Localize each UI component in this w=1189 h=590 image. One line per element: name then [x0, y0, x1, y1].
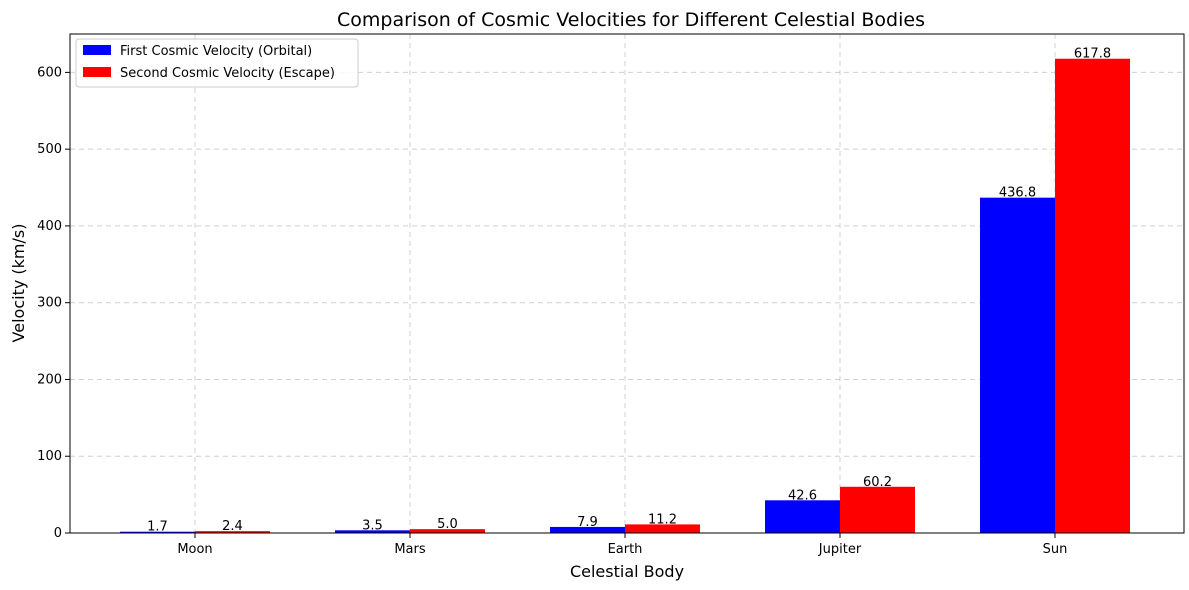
x-tick-label-sun: Sun: [1043, 542, 1068, 557]
y-tick-label: 0: [54, 526, 62, 541]
legend-label-orbital: First Cosmic Velocity (Orbital): [120, 44, 312, 59]
y-tick-label: 500: [37, 142, 62, 157]
data-label: 60.2: [863, 475, 892, 490]
legend-box: [75, 38, 359, 88]
x-tick-label-mars: Mars: [394, 542, 426, 557]
bar-orbital-moon: [120, 531, 195, 533]
bars: [120, 58, 1130, 533]
x-tick-label-moon: Moon: [177, 542, 212, 557]
bar-escape-earth: [625, 524, 700, 533]
data-label: 42.6: [788, 488, 817, 503]
x-axis: Moon Mars Earth Jupiter Sun: [177, 533, 1067, 557]
data-label: 5.0: [437, 517, 458, 532]
plot-frame: [69, 33, 1185, 534]
y-tick-label: 200: [37, 372, 62, 387]
legend-swatch-orbital: [83, 45, 111, 55]
bar-orbital-earth: [550, 526, 625, 533]
data-label: 11.2: [648, 512, 677, 527]
x-tick-label-jupiter: Jupiter: [818, 542, 862, 557]
data-label: 2.4: [222, 519, 243, 534]
y-axis: 0 100 200 300 400 500 600: [37, 65, 70, 541]
x-tick-label-earth: Earth: [608, 542, 643, 557]
y-tick-label: 100: [37, 449, 62, 464]
x-axis-label: Celestial Body: [570, 562, 684, 581]
y-axis-label: Velocity (km/s): [9, 224, 28, 343]
data-label: 617.8: [1074, 47, 1111, 62]
bar-escape-moon: [195, 531, 270, 533]
bar-orbital-mars: [335, 530, 410, 533]
bar-escape-sun: [1055, 58, 1130, 533]
bar-orbital-jupiter: [765, 500, 840, 533]
legend: First Cosmic Velocity (Orbital) Second C…: [75, 38, 359, 88]
data-label: 7.9: [577, 515, 598, 530]
bar-orbital-sun: [980, 197, 1055, 533]
chart-title: Comparison of Cosmic Velocities for Diff…: [337, 9, 925, 31]
data-labels: 1.7 3.5 7.9 42.6 436.8 2.4 5.0 11.2 60.2 617.8: [147, 47, 1111, 535]
data-label: 1.7: [147, 520, 168, 535]
data-label: 436.8: [999, 186, 1036, 201]
bar-escape-jupiter: [840, 486, 915, 533]
y-tick-label: 300: [37, 296, 62, 311]
legend-swatch-escape: [83, 67, 111, 77]
y-tick-label: 600: [37, 65, 62, 80]
legend-label-escape: Second Cosmic Velocity (Escape): [120, 66, 335, 81]
bar-escape-mars: [410, 529, 485, 533]
y-tick-label: 400: [37, 219, 62, 234]
data-label: 3.5: [362, 518, 383, 533]
